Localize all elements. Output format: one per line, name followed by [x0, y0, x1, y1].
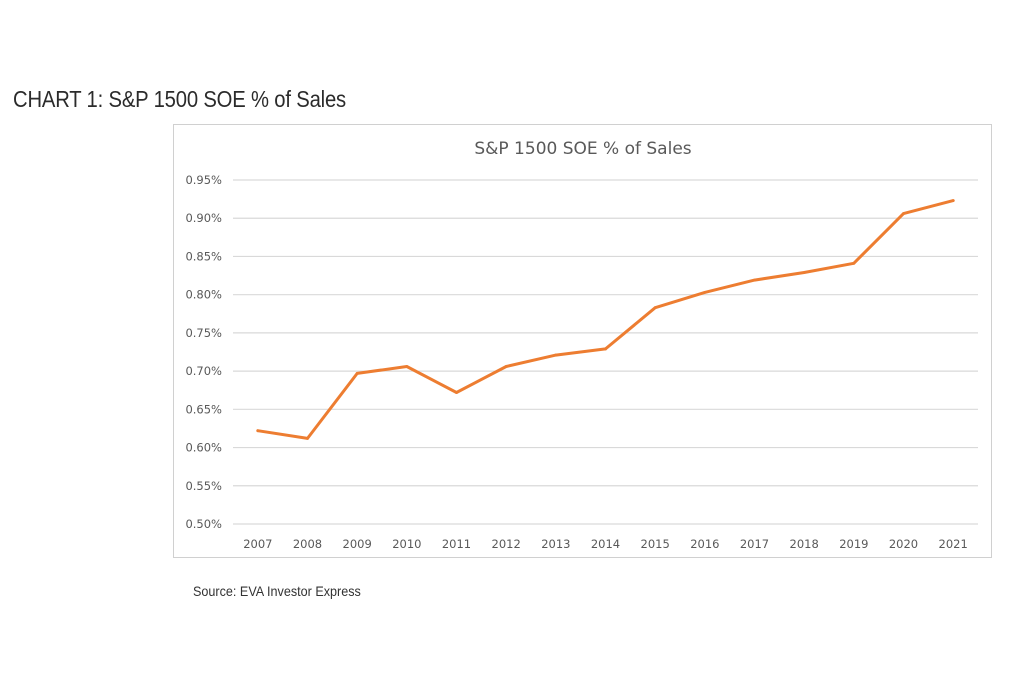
x-tick-label: 2007 [243, 537, 272, 551]
data-point [355, 372, 359, 375]
y-tick-label: 0.55% [185, 479, 222, 493]
x-tick-label: 2013 [541, 537, 570, 551]
y-tick-label: 0.70% [185, 364, 222, 378]
y-tick-label: 0.90% [185, 211, 222, 225]
y-tick-label: 0.65% [185, 402, 222, 416]
x-tick-label: 2010 [392, 537, 421, 551]
data-point [802, 271, 806, 274]
line-chart: S&P 1500 SOE % of Sales 0.50%0.55%0.60%0… [185, 139, 978, 551]
x-tick-label: 2009 [343, 537, 372, 551]
y-tick-label: 0.50% [185, 517, 222, 531]
data-point [405, 365, 409, 368]
x-tick-label: 2019 [839, 537, 868, 551]
data-point [703, 290, 707, 294]
y-tick-label: 0.60% [185, 441, 222, 455]
x-tick-label: 2014 [591, 537, 620, 551]
y-axis-ticks: 0.50% 0.55% 0.60% 0.65% 0.70% 0.75% 0.80% 0.85%… [185, 173, 222, 531]
series-line [256, 199, 955, 440]
chart-title: S&P 1500 SOE % of Sales [474, 139, 691, 159]
data-point [455, 391, 458, 394]
source-note: Source: EVA Investor Express [193, 583, 361, 599]
data-point [951, 199, 955, 203]
data-point [256, 429, 260, 433]
x-tick-label: 2008 [293, 537, 322, 551]
y-tick-label: 0.80% [185, 288, 222, 302]
data-point [753, 278, 756, 282]
y-tick-label: 0.75% [185, 326, 222, 340]
y-tick-label: 0.85% [185, 249, 222, 263]
series-layer [256, 199, 955, 440]
x-tick-label: 2021 [939, 537, 968, 551]
x-tick-label: 2012 [492, 537, 521, 551]
data-point [504, 365, 508, 368]
x-tick-label: 2018 [790, 537, 819, 551]
x-tick-label: 2016 [690, 537, 719, 551]
x-axis-ticks: 2007 2008 2009 2010 2011 2012 2013 2014 2015 2016… [243, 537, 968, 551]
x-tick-label: 2011 [442, 537, 471, 551]
data-point [554, 353, 558, 357]
x-tick-label: 2017 [740, 537, 769, 551]
data-point [653, 306, 657, 310]
x-tick-label: 2015 [641, 537, 670, 551]
data-point [306, 436, 309, 440]
y-tick-label: 0.95% [185, 173, 222, 187]
data-point [852, 261, 856, 265]
x-tick-label: 2020 [889, 537, 918, 551]
data-point [902, 212, 905, 216]
data-point [604, 347, 607, 351]
gridlines [233, 179, 978, 525]
page-heading: CHART 1: S&P 1500 SOE % of Sales [13, 86, 347, 112]
